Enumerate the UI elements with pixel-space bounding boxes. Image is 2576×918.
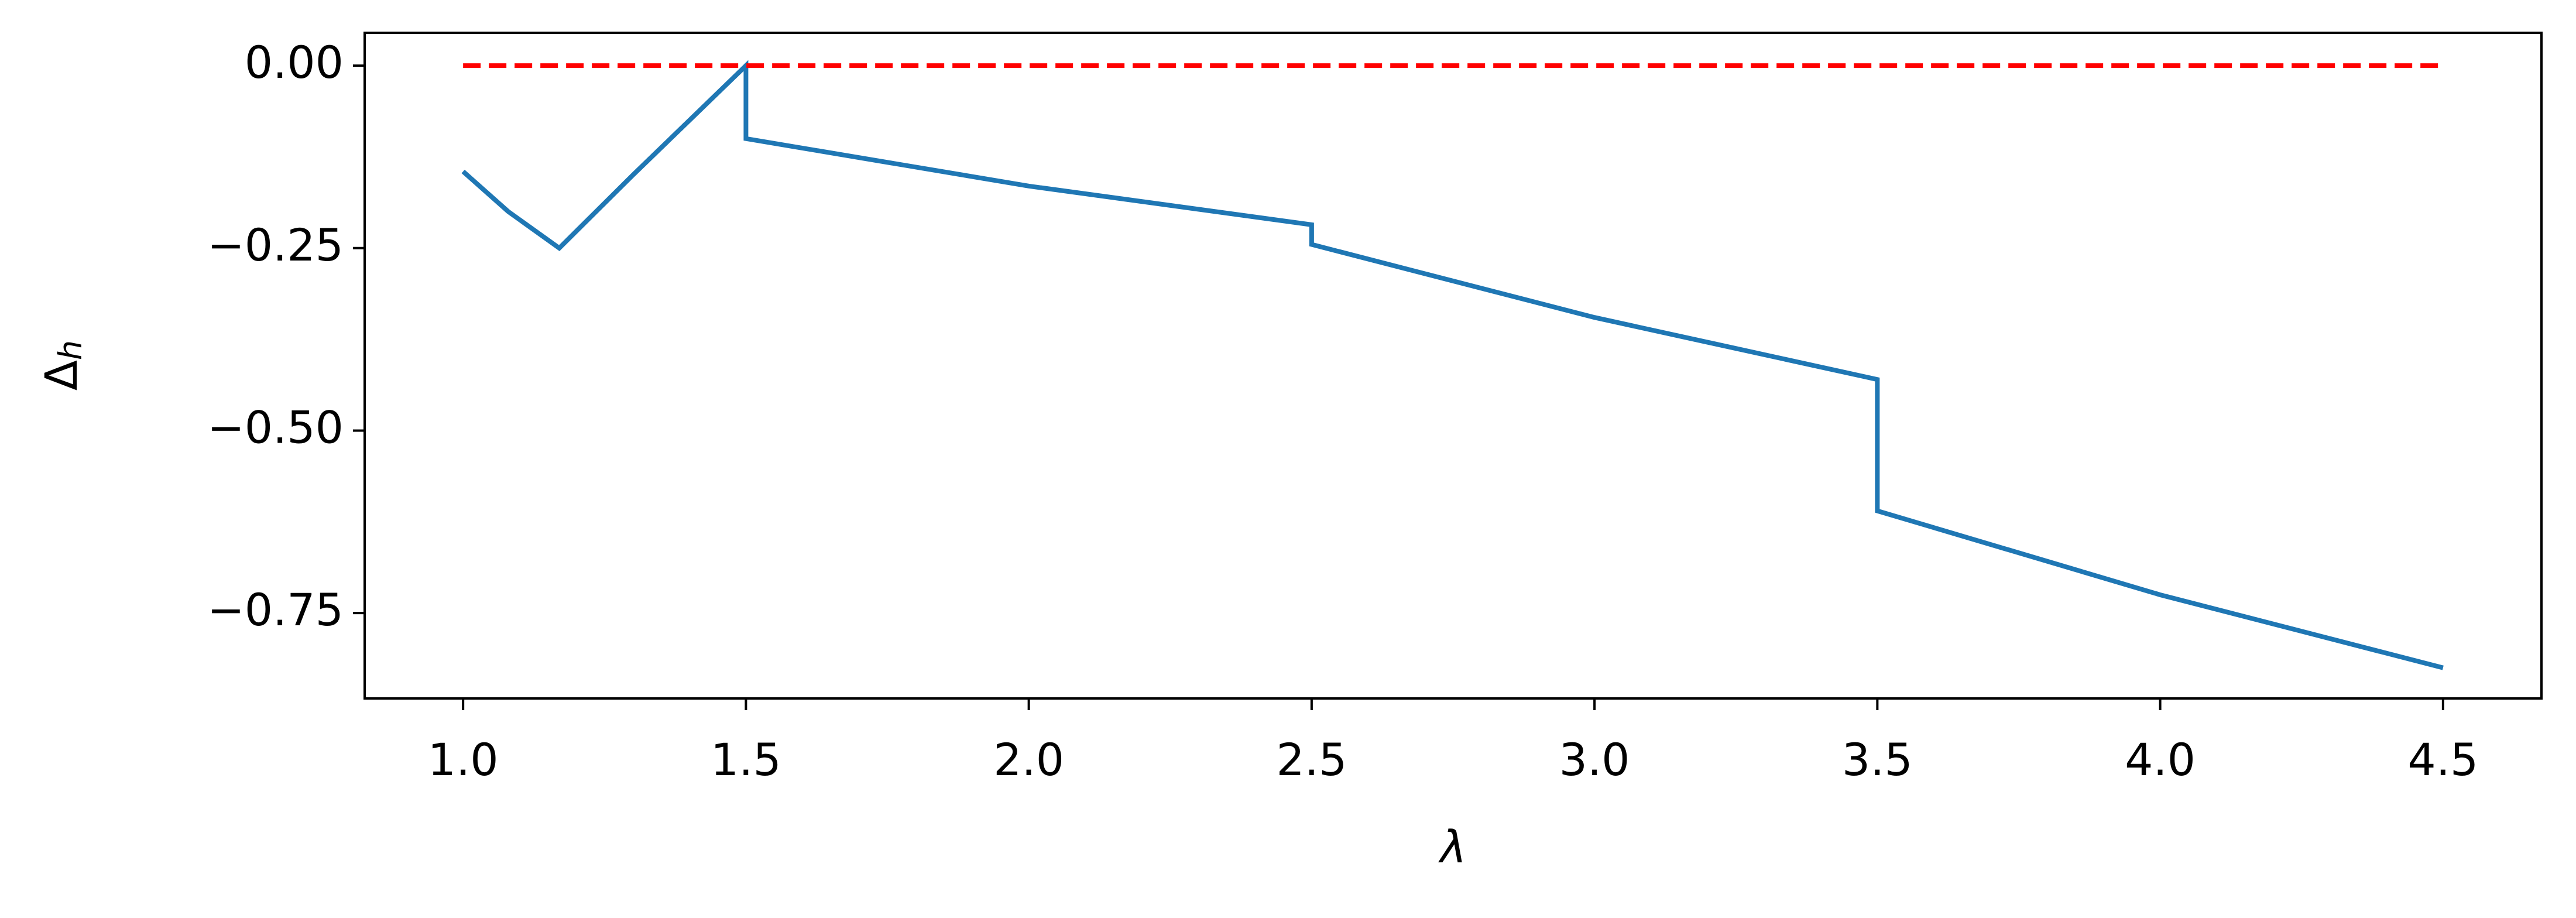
plot-frame [363,32,2543,700]
y-tick-label: 0.00 [245,36,344,88]
y-tick-label: −0.50 [207,401,344,453]
x-tick-label: 3.0 [1559,734,1630,786]
x-tick-label: 4.5 [2407,734,2478,786]
data-line [461,60,2444,670]
y-label-base: Δ [35,360,87,391]
y-axis-label: Δh [35,340,89,391]
y-label-sub: h [52,340,89,360]
y-tick-label: −0.25 [207,219,344,271]
x-tick-label: 3.5 [1842,734,1913,786]
x-tick-label: 1.0 [428,734,499,786]
y-tick-label: −0.75 [207,584,344,636]
x-axis-label: λ [1438,821,1467,873]
x-tick-label: 2.0 [993,734,1064,786]
x-tick-label: 1.5 [711,734,781,786]
x-tick-label: 2.5 [1276,734,1347,786]
x-tick-label: 4.0 [2125,734,2196,786]
